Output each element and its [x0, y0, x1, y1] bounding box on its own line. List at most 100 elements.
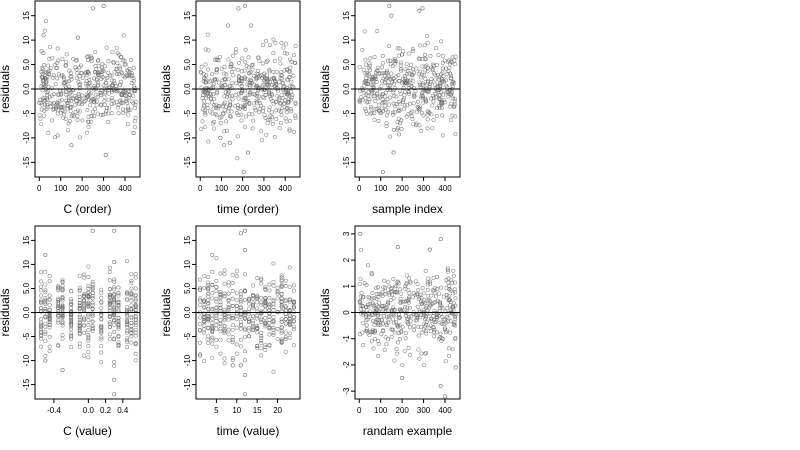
data-point: [365, 302, 370, 307]
data-point: [374, 303, 379, 308]
data-point: [77, 328, 82, 333]
data-point: [92, 69, 97, 74]
data-point: [440, 315, 445, 320]
data-point: [60, 319, 65, 324]
data-point: [238, 363, 243, 368]
data-point: [262, 75, 267, 80]
y-tick-label: 1: [342, 284, 351, 289]
data-point: [211, 106, 216, 111]
data-point: [129, 57, 134, 62]
data-point: [452, 99, 457, 104]
data-point: [202, 305, 207, 310]
data-point: [386, 74, 391, 79]
data-point: [238, 300, 243, 305]
data-point: [47, 314, 52, 319]
data-point: [47, 322, 52, 327]
data-point: [407, 294, 412, 299]
data-point: [451, 80, 456, 85]
data-point: [371, 77, 376, 82]
data-point: [62, 112, 67, 117]
data-point: [444, 277, 449, 282]
data-point: [43, 325, 48, 330]
data-point: [286, 69, 291, 74]
data-point: [214, 305, 219, 310]
data-point: [291, 327, 296, 332]
data-point: [267, 69, 272, 74]
data-point: [86, 264, 91, 269]
data-point: [250, 126, 255, 131]
y-tick-label: 0.0: [342, 83, 351, 95]
data-point: [89, 59, 94, 64]
data-point: [377, 71, 382, 76]
data-point: [378, 311, 383, 316]
data-point: [77, 74, 82, 79]
x-axis-title: randam example: [363, 424, 453, 438]
data-point: [376, 72, 381, 77]
data-point: [287, 127, 292, 132]
data-point: [222, 65, 227, 70]
data-point: [73, 65, 78, 70]
data-point: [234, 325, 239, 330]
data-point: [403, 90, 408, 95]
data-point: [385, 113, 390, 118]
data-point: [435, 84, 440, 89]
data-point: [421, 291, 426, 296]
data-point: [386, 314, 391, 319]
data-point: [399, 126, 404, 131]
data-point: [39, 121, 44, 126]
data-point: [255, 344, 260, 349]
data-point: [247, 101, 252, 106]
y-tick-label: 5.0: [22, 58, 31, 70]
data-point: [235, 134, 240, 139]
data-point: [364, 111, 369, 116]
data-point: [410, 78, 415, 83]
data-point: [99, 335, 104, 340]
x-axis-title: time (order): [217, 202, 279, 216]
data-point: [82, 316, 87, 321]
data-point: [39, 293, 44, 298]
data-point: [279, 112, 284, 117]
data-point: [403, 286, 408, 291]
data-point: [86, 328, 91, 333]
data-point: [125, 317, 130, 322]
data-point: [368, 56, 373, 61]
x-axis-title: sample index: [372, 202, 443, 216]
data-point: [217, 104, 222, 109]
data-point: [90, 282, 95, 287]
data-point: [291, 319, 296, 324]
data-point: [90, 319, 95, 324]
data-point: [358, 307, 363, 312]
data-point: [364, 282, 369, 287]
data-point: [226, 106, 231, 111]
data-point: [126, 73, 131, 78]
data-point: [251, 301, 256, 306]
data-point: [47, 349, 52, 354]
x-tick-label: 300: [97, 184, 111, 193]
data-point: [129, 292, 134, 297]
data-point: [245, 82, 250, 87]
data-point: [271, 51, 276, 56]
data-point: [69, 345, 74, 350]
data-point: [125, 330, 130, 335]
data-point: [43, 296, 48, 301]
data-point: [273, 79, 278, 84]
data-point: [227, 103, 232, 108]
data-point: [375, 91, 380, 96]
data-point: [451, 79, 456, 84]
data-point: [279, 284, 284, 289]
data-point: [263, 322, 268, 327]
data-point: [214, 338, 219, 343]
data-point: [392, 58, 397, 63]
data-point: [264, 73, 269, 78]
data-point: [443, 66, 448, 71]
data-point: [254, 98, 259, 103]
data-point: [436, 52, 441, 57]
data-point: [43, 332, 48, 337]
data-point: [375, 68, 380, 73]
data-point: [133, 298, 138, 303]
data-point: [255, 330, 260, 335]
data-point: [222, 108, 227, 113]
data-point: [43, 302, 48, 307]
data-point: [214, 278, 219, 283]
data-point: [86, 318, 91, 323]
